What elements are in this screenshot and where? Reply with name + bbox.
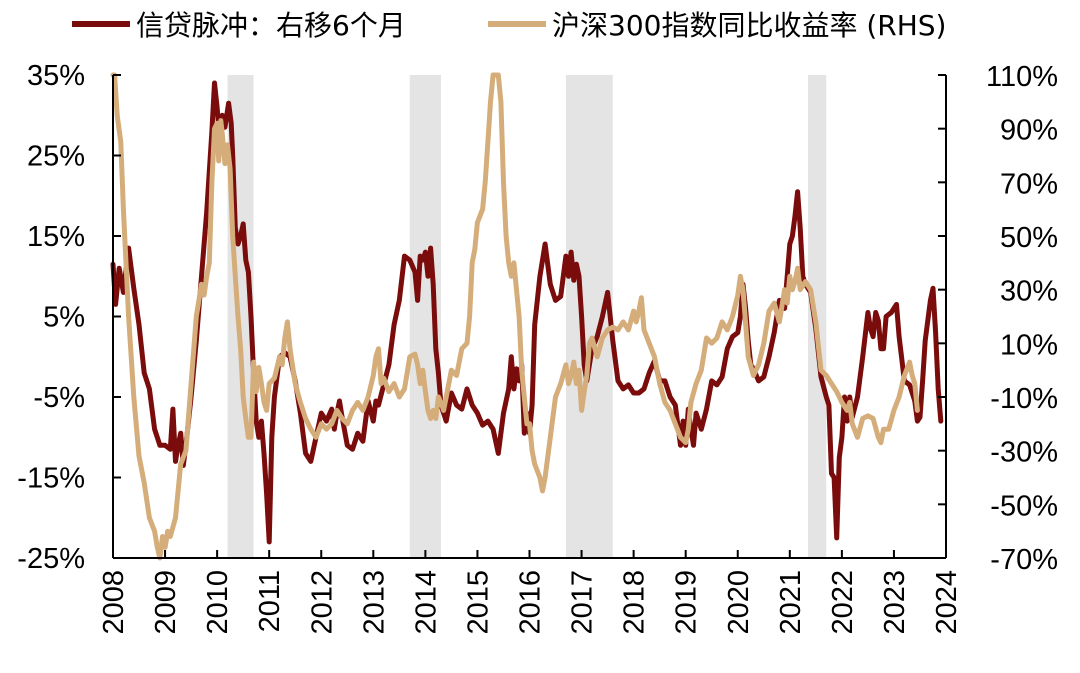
legend: 信贷脉冲：右移6个月 沪深300指数同比收益率 (RHS) — [72, 9, 946, 42]
right-tick-label: 90% — [1000, 115, 1058, 147]
x-tick-label: 2016 — [515, 570, 547, 635]
x-tick-label: 2019 — [671, 570, 703, 635]
x-tick-label: 2012 — [306, 570, 338, 635]
x-tick-label: 2008 — [98, 570, 130, 635]
left-tick-label: -25% — [17, 543, 85, 575]
legend-label-credit: 信贷脉冲：右移6个月 — [136, 9, 406, 42]
right-tick-label: 30% — [1000, 276, 1058, 308]
left-tick-label: 35% — [27, 60, 85, 92]
x-tick-label: 2014 — [410, 570, 442, 635]
legend-label-csi: 沪深300指数同比收益率 (RHS) — [552, 9, 946, 42]
x-tick-label: 2013 — [358, 570, 390, 635]
x-tick-label: 2010 — [202, 570, 234, 635]
right-tick-label: 50% — [1000, 222, 1058, 254]
series-layer — [110, 72, 944, 561]
x-tick-label: 2011 — [254, 570, 286, 632]
left-tick-label: -15% — [17, 463, 85, 495]
left-tick-label: -5% — [33, 382, 85, 414]
left-tick-label: 25% — [27, 141, 85, 173]
x-tick-label: 2015 — [462, 570, 494, 635]
series-line-csi — [110, 72, 920, 561]
x-tick-label: 2020 — [723, 570, 755, 635]
right-tick-label: -70% — [990, 544, 1058, 576]
x-tick-label: 2009 — [150, 570, 182, 635]
right-y-axis-ticks: 110% 90% 70% 50% 30% 10% -10% -30% -50% -70% — [938, 61, 1058, 576]
right-tick-label: -10% — [990, 383, 1058, 415]
right-tick-label: 110% — [986, 61, 1058, 93]
x-tick-label: 2021 — [775, 570, 807, 635]
x-tick-label: 2018 — [619, 570, 651, 635]
x-tick-label: 2022 — [827, 570, 859, 635]
left-y-axis-ticks: 35% 25% 15% 5% -5% -15% -25% — [17, 60, 121, 575]
shaded-period-2 — [565, 75, 613, 558]
right-tick-label: -30% — [990, 437, 1058, 469]
right-tick-label: -50% — [990, 490, 1058, 522]
left-tick-label: 15% — [27, 221, 85, 253]
left-tick-label: 5% — [43, 302, 85, 334]
right-tick-label: 70% — [1000, 168, 1058, 200]
shaded-periods — [227, 75, 827, 558]
x-axis-ticks: 2008 2009 2010 2011 2012 2013 2014 2015 2016 2017… — [98, 550, 963, 635]
x-tick-label: 2017 — [567, 570, 599, 635]
x-tick-label: 2024 — [931, 570, 963, 635]
x-tick-label: 2023 — [879, 570, 911, 635]
right-tick-label: 10% — [1000, 329, 1058, 361]
